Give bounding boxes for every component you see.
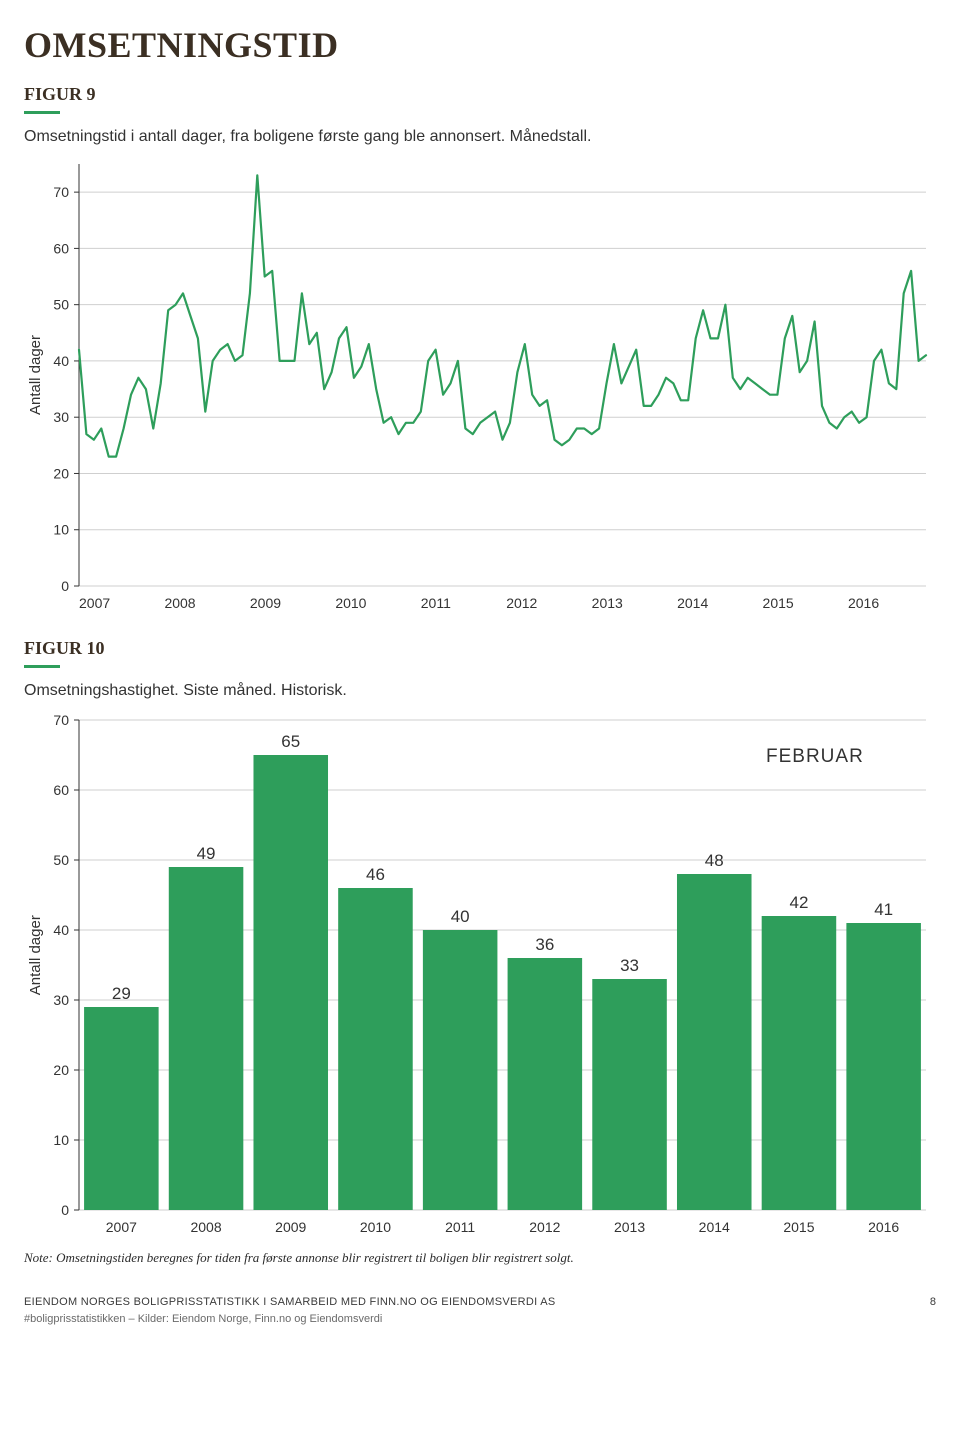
- svg-text:2015: 2015: [763, 595, 794, 611]
- svg-text:40: 40: [53, 922, 69, 938]
- svg-text:33: 33: [620, 956, 639, 975]
- figure-10-ylabel: Antall dager: [27, 915, 44, 995]
- figure-9-ylabel: Antall dager: [27, 335, 44, 415]
- figure-10-chart: 0 10 20 30 40 50 60 70 29 2007 49 2008 65 2009 46 2010 4…: [24, 710, 936, 1240]
- svg-text:40: 40: [53, 353, 69, 369]
- svg-text:36: 36: [535, 935, 554, 954]
- month-label: FEBRUAR: [766, 746, 864, 767]
- svg-text:40: 40: [451, 907, 470, 926]
- svg-text:20: 20: [53, 1062, 69, 1078]
- svg-text:2011: 2011: [421, 595, 451, 611]
- note-text: Note: Omsetningstiden beregnes for tiden…: [24, 1250, 936, 1266]
- figure-10-label: FIGUR 10: [24, 638, 936, 659]
- svg-text:65: 65: [281, 732, 300, 751]
- figure-10-caption: Omsetningshastighet. Siste måned. Histor…: [24, 682, 936, 700]
- svg-text:30: 30: [53, 992, 69, 1008]
- svg-text:2010: 2010: [360, 1219, 391, 1235]
- svg-text:0: 0: [61, 578, 69, 594]
- svg-text:41: 41: [874, 900, 893, 919]
- svg-text:10: 10: [53, 1132, 69, 1148]
- footer-sub: #boligprisstatistikken – Kilder: Eiendom…: [24, 1313, 382, 1325]
- svg-text:10: 10: [53, 522, 69, 538]
- footer-main: EIENDOM NORGES BOLIGPRISSTATISTIKK I SAM…: [24, 1296, 556, 1308]
- svg-text:49: 49: [197, 844, 216, 863]
- svg-text:2016: 2016: [848, 595, 879, 611]
- page-title: OMSETNINGSTID: [24, 24, 936, 66]
- svg-text:50: 50: [53, 852, 69, 868]
- figure-9-chart: 0 10 20 30 40 50 60 70 2007 2008 2009 2010 2011 2012 2…: [24, 156, 936, 616]
- svg-text:2014: 2014: [699, 1219, 730, 1235]
- svg-text:48: 48: [705, 851, 724, 870]
- svg-text:2009: 2009: [275, 1219, 306, 1235]
- figure-9: FIGUR 9 Omsetningstid i antall dager, fr…: [24, 84, 936, 616]
- svg-text:2007: 2007: [79, 595, 110, 611]
- svg-text:70: 70: [53, 184, 69, 200]
- svg-text:2016: 2016: [868, 1219, 899, 1235]
- svg-text:2012: 2012: [529, 1219, 560, 1235]
- svg-text:29: 29: [112, 984, 131, 1003]
- svg-text:2007: 2007: [106, 1219, 137, 1235]
- figure-10: FIGUR 10 Omsetningshastighet. Siste måne…: [24, 638, 936, 1240]
- svg-text:2013: 2013: [592, 595, 623, 611]
- svg-text:2009: 2009: [250, 595, 281, 611]
- svg-text:60: 60: [53, 782, 69, 798]
- svg-text:42: 42: [789, 893, 808, 912]
- svg-text:46: 46: [366, 865, 385, 884]
- svg-text:2010: 2010: [335, 595, 366, 611]
- figure-9-caption: Omsetningstid i antall dager, fra bolige…: [24, 128, 936, 146]
- svg-text:70: 70: [53, 712, 69, 728]
- svg-text:30: 30: [53, 409, 69, 425]
- svg-text:2014: 2014: [677, 595, 708, 611]
- figure-10-underline: [24, 665, 60, 668]
- svg-text:2013: 2013: [614, 1219, 645, 1235]
- figure-9-underline: [24, 111, 60, 114]
- svg-text:60: 60: [53, 240, 69, 256]
- page-number: 8: [930, 1294, 936, 1311]
- svg-text:20: 20: [53, 465, 69, 481]
- svg-text:50: 50: [53, 297, 69, 313]
- svg-text:2011: 2011: [445, 1219, 475, 1235]
- svg-text:2008: 2008: [190, 1219, 221, 1235]
- svg-text:2008: 2008: [164, 595, 195, 611]
- svg-text:0: 0: [61, 1202, 69, 1218]
- figure-9-label: FIGUR 9: [24, 84, 936, 105]
- page-footer: 8 EIENDOM NORGES BOLIGPRISSTATISTIKK I S…: [24, 1294, 936, 1327]
- svg-text:2015: 2015: [783, 1219, 814, 1235]
- svg-text:2012: 2012: [506, 595, 537, 611]
